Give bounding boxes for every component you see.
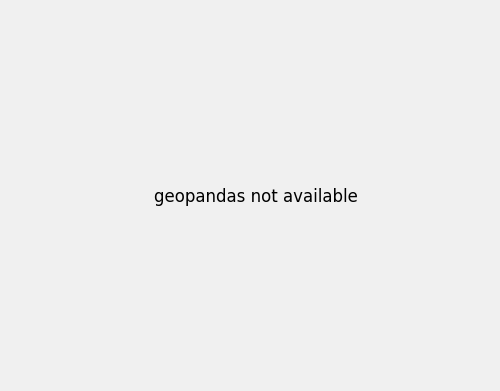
Text: geopandas not available: geopandas not available bbox=[154, 188, 358, 206]
